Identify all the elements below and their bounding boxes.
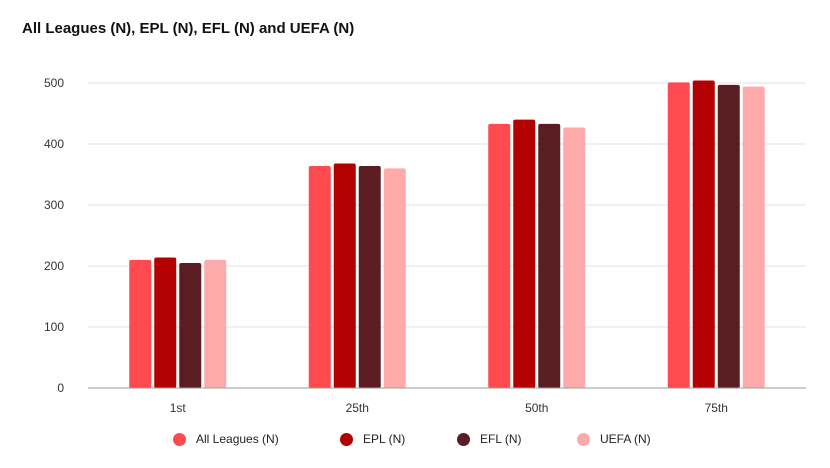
bar bbox=[308, 165, 331, 388]
legend-item: EPL (N) bbox=[340, 432, 405, 446]
bar-chart: 0 100 200 300 400 500 1st 25th 50th 75th bbox=[44, 76, 806, 415]
legend-label: EPL (N) bbox=[363, 432, 406, 446]
y-tick-label: 500 bbox=[44, 76, 64, 90]
bar bbox=[358, 165, 381, 388]
chart-title: All Leagues (N), EPL (N), EFL (N) and UE… bbox=[22, 20, 355, 37]
bar bbox=[179, 262, 202, 388]
bar bbox=[383, 168, 406, 388]
bar bbox=[692, 80, 715, 388]
legend-swatch bbox=[577, 432, 590, 446]
legend-item: EFL (N) bbox=[457, 432, 522, 446]
y-tick-label: 400 bbox=[44, 137, 64, 151]
bar bbox=[513, 119, 536, 388]
bar bbox=[154, 257, 177, 388]
legend: All Leagues (N) EPL (N) EFL (N) UEFA (N) bbox=[0, 432, 830, 452]
x-tick-label: 1st bbox=[170, 401, 187, 415]
bar bbox=[667, 82, 690, 388]
bar bbox=[204, 259, 227, 388]
legend-item: UEFA (N) bbox=[577, 432, 651, 446]
bar bbox=[717, 84, 740, 388]
bar bbox=[129, 259, 152, 388]
legend-label: All Leagues (N) bbox=[196, 432, 279, 446]
legend-label: EFL (N) bbox=[480, 432, 522, 446]
bar bbox=[488, 123, 511, 389]
y-tick-label: 0 bbox=[57, 381, 64, 395]
bar bbox=[538, 123, 561, 389]
legend-label: UEFA (N) bbox=[600, 432, 651, 446]
bar bbox=[742, 86, 765, 388]
y-tick-label: 200 bbox=[44, 259, 64, 273]
x-tick-label: 75th bbox=[705, 401, 728, 415]
legend-swatch bbox=[340, 432, 353, 446]
legend-swatch bbox=[173, 432, 186, 446]
y-tick-label: 300 bbox=[44, 198, 64, 212]
y-tick-label: 100 bbox=[44, 320, 64, 334]
y-axis-ticks: 0 100 200 300 400 500 bbox=[44, 76, 64, 395]
x-tick-label: 50th bbox=[525, 401, 548, 415]
bar bbox=[333, 163, 356, 388]
legend-item: All Leagues (N) bbox=[173, 432, 279, 446]
x-axis-ticks: 1st 25th 50th 75th bbox=[170, 401, 728, 415]
x-tick-label: 25th bbox=[346, 401, 369, 415]
bars bbox=[129, 80, 765, 389]
bar bbox=[563, 127, 586, 388]
legend-swatch bbox=[457, 432, 470, 446]
